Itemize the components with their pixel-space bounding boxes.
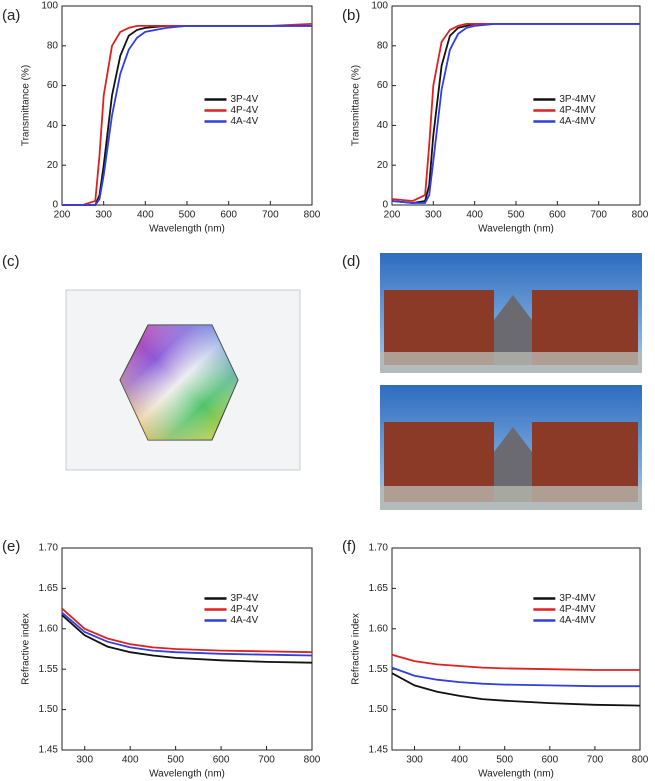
y-tick-label: 1.70 [39,543,59,554]
series-line [391,23,640,204]
x-tick-label: 400 [122,755,139,766]
y-tick-label: 1.50 [369,704,389,715]
photo-building [380,253,642,510]
y-tick-label: 0 [382,200,388,211]
x-tick-label: 500 [508,210,525,221]
panel-label: (d) [342,253,360,270]
y-tick-label: 1.55 [369,664,389,675]
x-tick-label: 500 [167,755,184,766]
photo-glass [65,289,301,471]
legend-label: 4A-4MV [559,116,595,127]
x-tick-label: 200 [54,210,71,221]
x-tick-label: 600 [213,755,230,766]
legend-label: 4P-4V [231,105,259,116]
legend-label: 3P-4MV [559,593,595,604]
x-tick-label: 300 [95,210,112,221]
y-tick-label: 1.70 [369,543,389,554]
y-tick-label: 40 [377,120,389,131]
y-tick-label: 1.55 [39,664,59,675]
series-line [391,23,640,204]
x-tick-label: 700 [590,210,607,221]
x-tick-label: 300 [76,755,93,766]
y-tick-label: 20 [377,160,389,171]
legend-label: 4A-4MV [559,615,595,626]
legend-label: 3P-4MV [559,94,595,105]
x-tick-label: 700 [262,210,279,221]
legend-label: 4A-4V [231,116,259,127]
x-axis-title: Wavelength (nm) [149,224,225,235]
panel-label: (c) [2,253,20,270]
series-line [62,25,312,206]
series-line [391,672,641,707]
y-tick-label: 20 [47,160,59,171]
y-tick-label: 1.45 [369,745,389,756]
y-tick-label: 1.50 [39,704,59,715]
x-tick-label: 300 [406,755,423,766]
y-axis-title: Transmittance (%) [21,65,32,146]
x-tick-label: 800 [304,755,321,766]
x-tick-label: 700 [258,755,275,766]
y-tick-label: 100 [41,1,58,12]
x-tick-label: 600 [549,210,566,221]
legend-label: 3P-4V [231,593,259,604]
legend-label: 4P-4MV [559,105,595,116]
x-tick-label: 800 [304,210,321,221]
x-tick-label: 400 [466,210,483,221]
series-line [62,25,312,206]
plot-frame [61,5,313,206]
y-tick-label: 40 [47,120,59,131]
x-axis-title: Wavelength (nm) [149,769,225,780]
plot-frame [61,547,313,751]
series-line [391,666,640,688]
series-line [61,614,313,664]
y-tick-label: 100 [371,1,388,12]
x-axis-title: Wavelength (nm) [478,769,554,780]
x-tick-label: 400 [451,755,468,766]
y-tick-label: 1.60 [369,623,389,634]
series-line [61,607,313,654]
x-tick-label: 600 [220,210,237,221]
legend-label: 4P-4MV [559,604,595,615]
series-line [62,23,313,206]
x-tick-label: 800 [632,755,649,766]
panel-label: (a) [2,7,20,24]
x-tick-label: 500 [179,210,196,221]
panel-label: (e) [2,538,20,555]
y-axis-title: Refractive index [21,613,32,685]
x-tick-label: 400 [137,210,154,221]
x-tick-label: 800 [632,210,649,221]
y-tick-label: 1.60 [39,623,59,634]
y-tick-label: 80 [377,40,389,51]
x-tick-label: 300 [425,210,442,221]
x-tick-label: 500 [496,755,513,766]
panel-label: (b) [342,7,360,24]
x-axis-title: Wavelength (nm) [478,224,554,235]
y-tick-label: 60 [47,80,59,91]
y-axis-title: Refractive index [351,613,362,685]
legend-label: 4A-4V [231,615,259,626]
y-tick-label: 1.65 [39,583,59,594]
x-tick-label: 200 [384,210,401,221]
y-axis-title: Transmittance (%) [351,65,362,146]
y-tick-label: 0 [52,200,58,211]
series-line [391,653,640,671]
plot-frame [391,547,641,751]
legend-label: 3P-4V [231,94,259,105]
series-line [61,611,313,657]
x-tick-label: 600 [541,755,558,766]
y-tick-label: 1.65 [369,583,389,594]
y-tick-label: 80 [47,40,59,51]
legend-label: 4P-4V [231,604,259,615]
panel-label: (f) [342,538,356,555]
y-tick-label: 60 [377,80,389,91]
x-tick-label: 700 [587,755,604,766]
y-tick-label: 1.45 [39,745,59,756]
